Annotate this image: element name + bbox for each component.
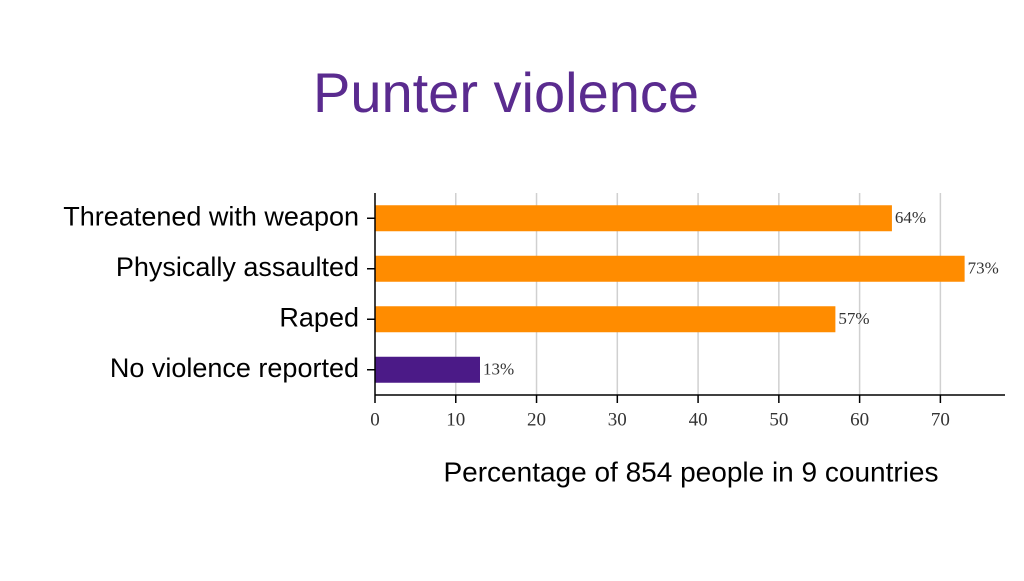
data-label: 13%: [483, 360, 514, 379]
x-tick-label: 30: [608, 409, 627, 430]
y-tick-label: Threatened with weapon: [63, 201, 359, 231]
bar: [375, 255, 965, 282]
x-tick-label: 10: [446, 409, 465, 430]
bar: [375, 205, 892, 232]
y-tick-label: No violence reported: [110, 353, 359, 383]
x-axis-label: Percentage of 854 people in 9 countries: [443, 456, 938, 487]
x-tick-label: 50: [769, 409, 788, 430]
data-label: 57%: [838, 309, 869, 328]
x-tick-label: 70: [931, 409, 950, 430]
y-tick-label: Physically assaulted: [116, 252, 359, 282]
data-label: 73%: [968, 259, 999, 278]
x-tick-label: 20: [527, 409, 546, 430]
x-tick-label: 40: [689, 409, 708, 430]
x-tick-label: 0: [370, 409, 380, 430]
bar: [375, 356, 480, 383]
bar: [375, 306, 836, 333]
x-tick-label: 60: [850, 409, 869, 430]
y-tick-label: Raped: [279, 302, 359, 332]
chart-title: Punter violence: [313, 61, 699, 124]
data-label: 64%: [895, 208, 926, 227]
